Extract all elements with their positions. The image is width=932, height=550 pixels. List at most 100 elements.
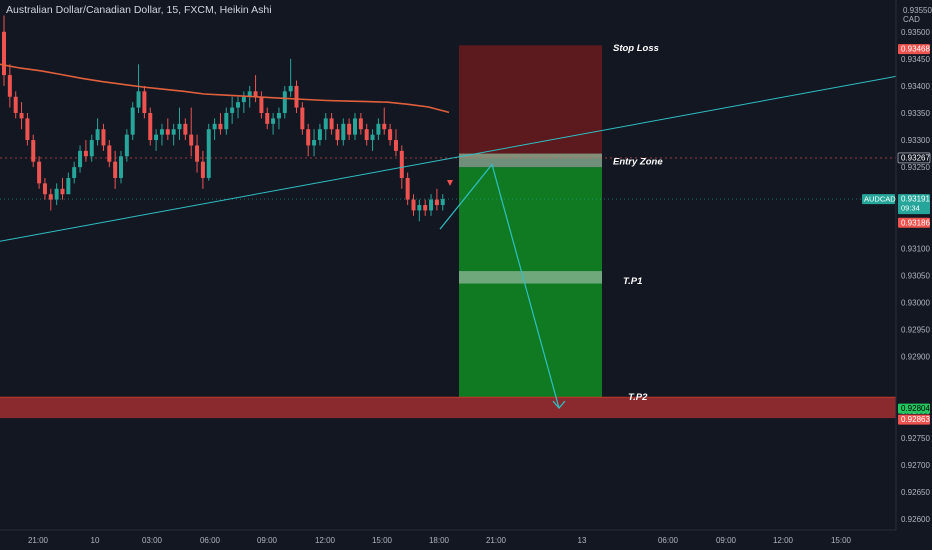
- candle-body: [31, 140, 36, 162]
- candle-body: [353, 118, 357, 135]
- candle-body: [66, 177, 71, 195]
- candle-body: [54, 188, 59, 200]
- x-tick-label: 18:00: [429, 536, 450, 545]
- symbol-tag-bg: [862, 194, 895, 205]
- support-price-label-bg: [898, 414, 930, 425]
- candle-body: [382, 123, 387, 130]
- candle-body: [119, 156, 123, 178]
- candle-body: [271, 118, 276, 124]
- x-tick-label: 12:00: [773, 536, 794, 545]
- candle-body: [2, 31, 6, 76]
- candle-body: [19, 112, 24, 119]
- x-tick-label: 06:00: [658, 536, 679, 545]
- annotation-label: T.P2: [628, 392, 648, 403]
- candle-body: [136, 91, 141, 108]
- countdown-label: 09:34: [901, 204, 920, 213]
- candle-body: [405, 177, 410, 200]
- candle-body: [101, 129, 106, 146]
- candle-body: [165, 129, 170, 135]
- entry-band: [459, 153, 602, 168]
- candle-body: [37, 161, 42, 184]
- candle-body: [370, 134, 375, 141]
- candle-body: [294, 85, 299, 108]
- y-tick-label: 0.92900: [901, 353, 930, 362]
- candle-body: [159, 129, 164, 135]
- y-tick-label: 0.93500: [901, 28, 930, 37]
- low-price-label: 0.93186: [901, 218, 930, 227]
- entry-price-label: 0.93267: [901, 153, 930, 162]
- candle-body: [347, 123, 352, 135]
- candle-body: [276, 112, 281, 119]
- y-tick-label: 0.93400: [901, 82, 930, 91]
- candle-body: [241, 96, 246, 103]
- candle-body: [376, 123, 381, 135]
- y-tick-label: 0.92600: [901, 515, 930, 524]
- annotation-label: Stop Loss: [613, 43, 659, 54]
- candle-body: [206, 129, 211, 178]
- candle-body: [212, 123, 217, 130]
- x-tick-label: 21:00: [486, 536, 507, 545]
- candle-body: [148, 112, 153, 141]
- candle-body: [253, 91, 258, 97]
- candle-body: [154, 134, 159, 141]
- x-tick-label: 10: [91, 536, 100, 545]
- candle-body: [265, 112, 270, 124]
- candle-body: [323, 118, 328, 130]
- top-price-label: 0.93550: [903, 6, 932, 15]
- price-axis-background: [896, 0, 932, 550]
- y-tick-label: 0.93100: [901, 244, 930, 253]
- candle-body: [434, 199, 439, 206]
- time-axis-background: [0, 530, 932, 550]
- candle-body: [440, 199, 445, 206]
- y-tick-label: 0.93050: [901, 271, 930, 280]
- candle-body: [42, 183, 47, 195]
- x-tick-label: 21:00: [28, 536, 49, 545]
- candle-body: [358, 118, 363, 130]
- candle-body: [317, 129, 322, 141]
- currency-label: CAD: [903, 15, 920, 24]
- candle-body: [329, 118, 334, 130]
- candle-body: [195, 145, 200, 162]
- annotation-label: T.P1: [623, 276, 642, 287]
- sell-signal-marker: [447, 180, 453, 186]
- candle-body: [364, 129, 369, 141]
- x-tick-label: 15:00: [372, 536, 393, 545]
- ema-line: [0, 63, 450, 114]
- projection-path: [439, 163, 560, 409]
- candle-body: [300, 107, 305, 130]
- y-tick-label: 0.93350: [901, 109, 930, 118]
- candle-body: [200, 161, 205, 178]
- candle-body: [288, 85, 293, 92]
- stop-loss-zone: [459, 45, 602, 158]
- candle-body: [89, 140, 94, 157]
- y-tick-label: 0.92950: [901, 326, 930, 335]
- candle-body: [388, 129, 393, 141]
- axis-top-labels: 0.93550 CAD: [903, 6, 932, 24]
- candle-body: [224, 112, 229, 130]
- current-price-bg: [898, 194, 930, 215]
- x-tick-label: 09:00: [716, 536, 737, 545]
- candle-body: [411, 199, 416, 211]
- candle-body: [417, 205, 422, 211]
- support-price-label: 0.92863: [901, 415, 930, 424]
- candle-body: [83, 150, 88, 157]
- y-tick-label: 0.93300: [901, 136, 930, 145]
- entry-price-label-bg: [897, 152, 931, 164]
- candle-body: [78, 150, 83, 168]
- candle-body: [171, 129, 176, 135]
- candle-body: [306, 129, 311, 146]
- candle-body: [130, 107, 135, 135]
- x-tick-label: 06:00: [200, 536, 221, 545]
- candle-body: [341, 123, 346, 141]
- y-tick-label: 0.93450: [901, 55, 930, 64]
- candle-body: [177, 123, 182, 130]
- projection-arrowhead: [552, 400, 566, 409]
- tp1-band: [459, 271, 602, 284]
- candle-body: [48, 194, 53, 200]
- x-tick-label: 09:00: [257, 536, 278, 545]
- low-price-label-bg: [898, 217, 930, 228]
- candle-body: [72, 167, 77, 178]
- y-tick-label: 0.92700: [901, 461, 930, 470]
- candle-body: [259, 96, 264, 113]
